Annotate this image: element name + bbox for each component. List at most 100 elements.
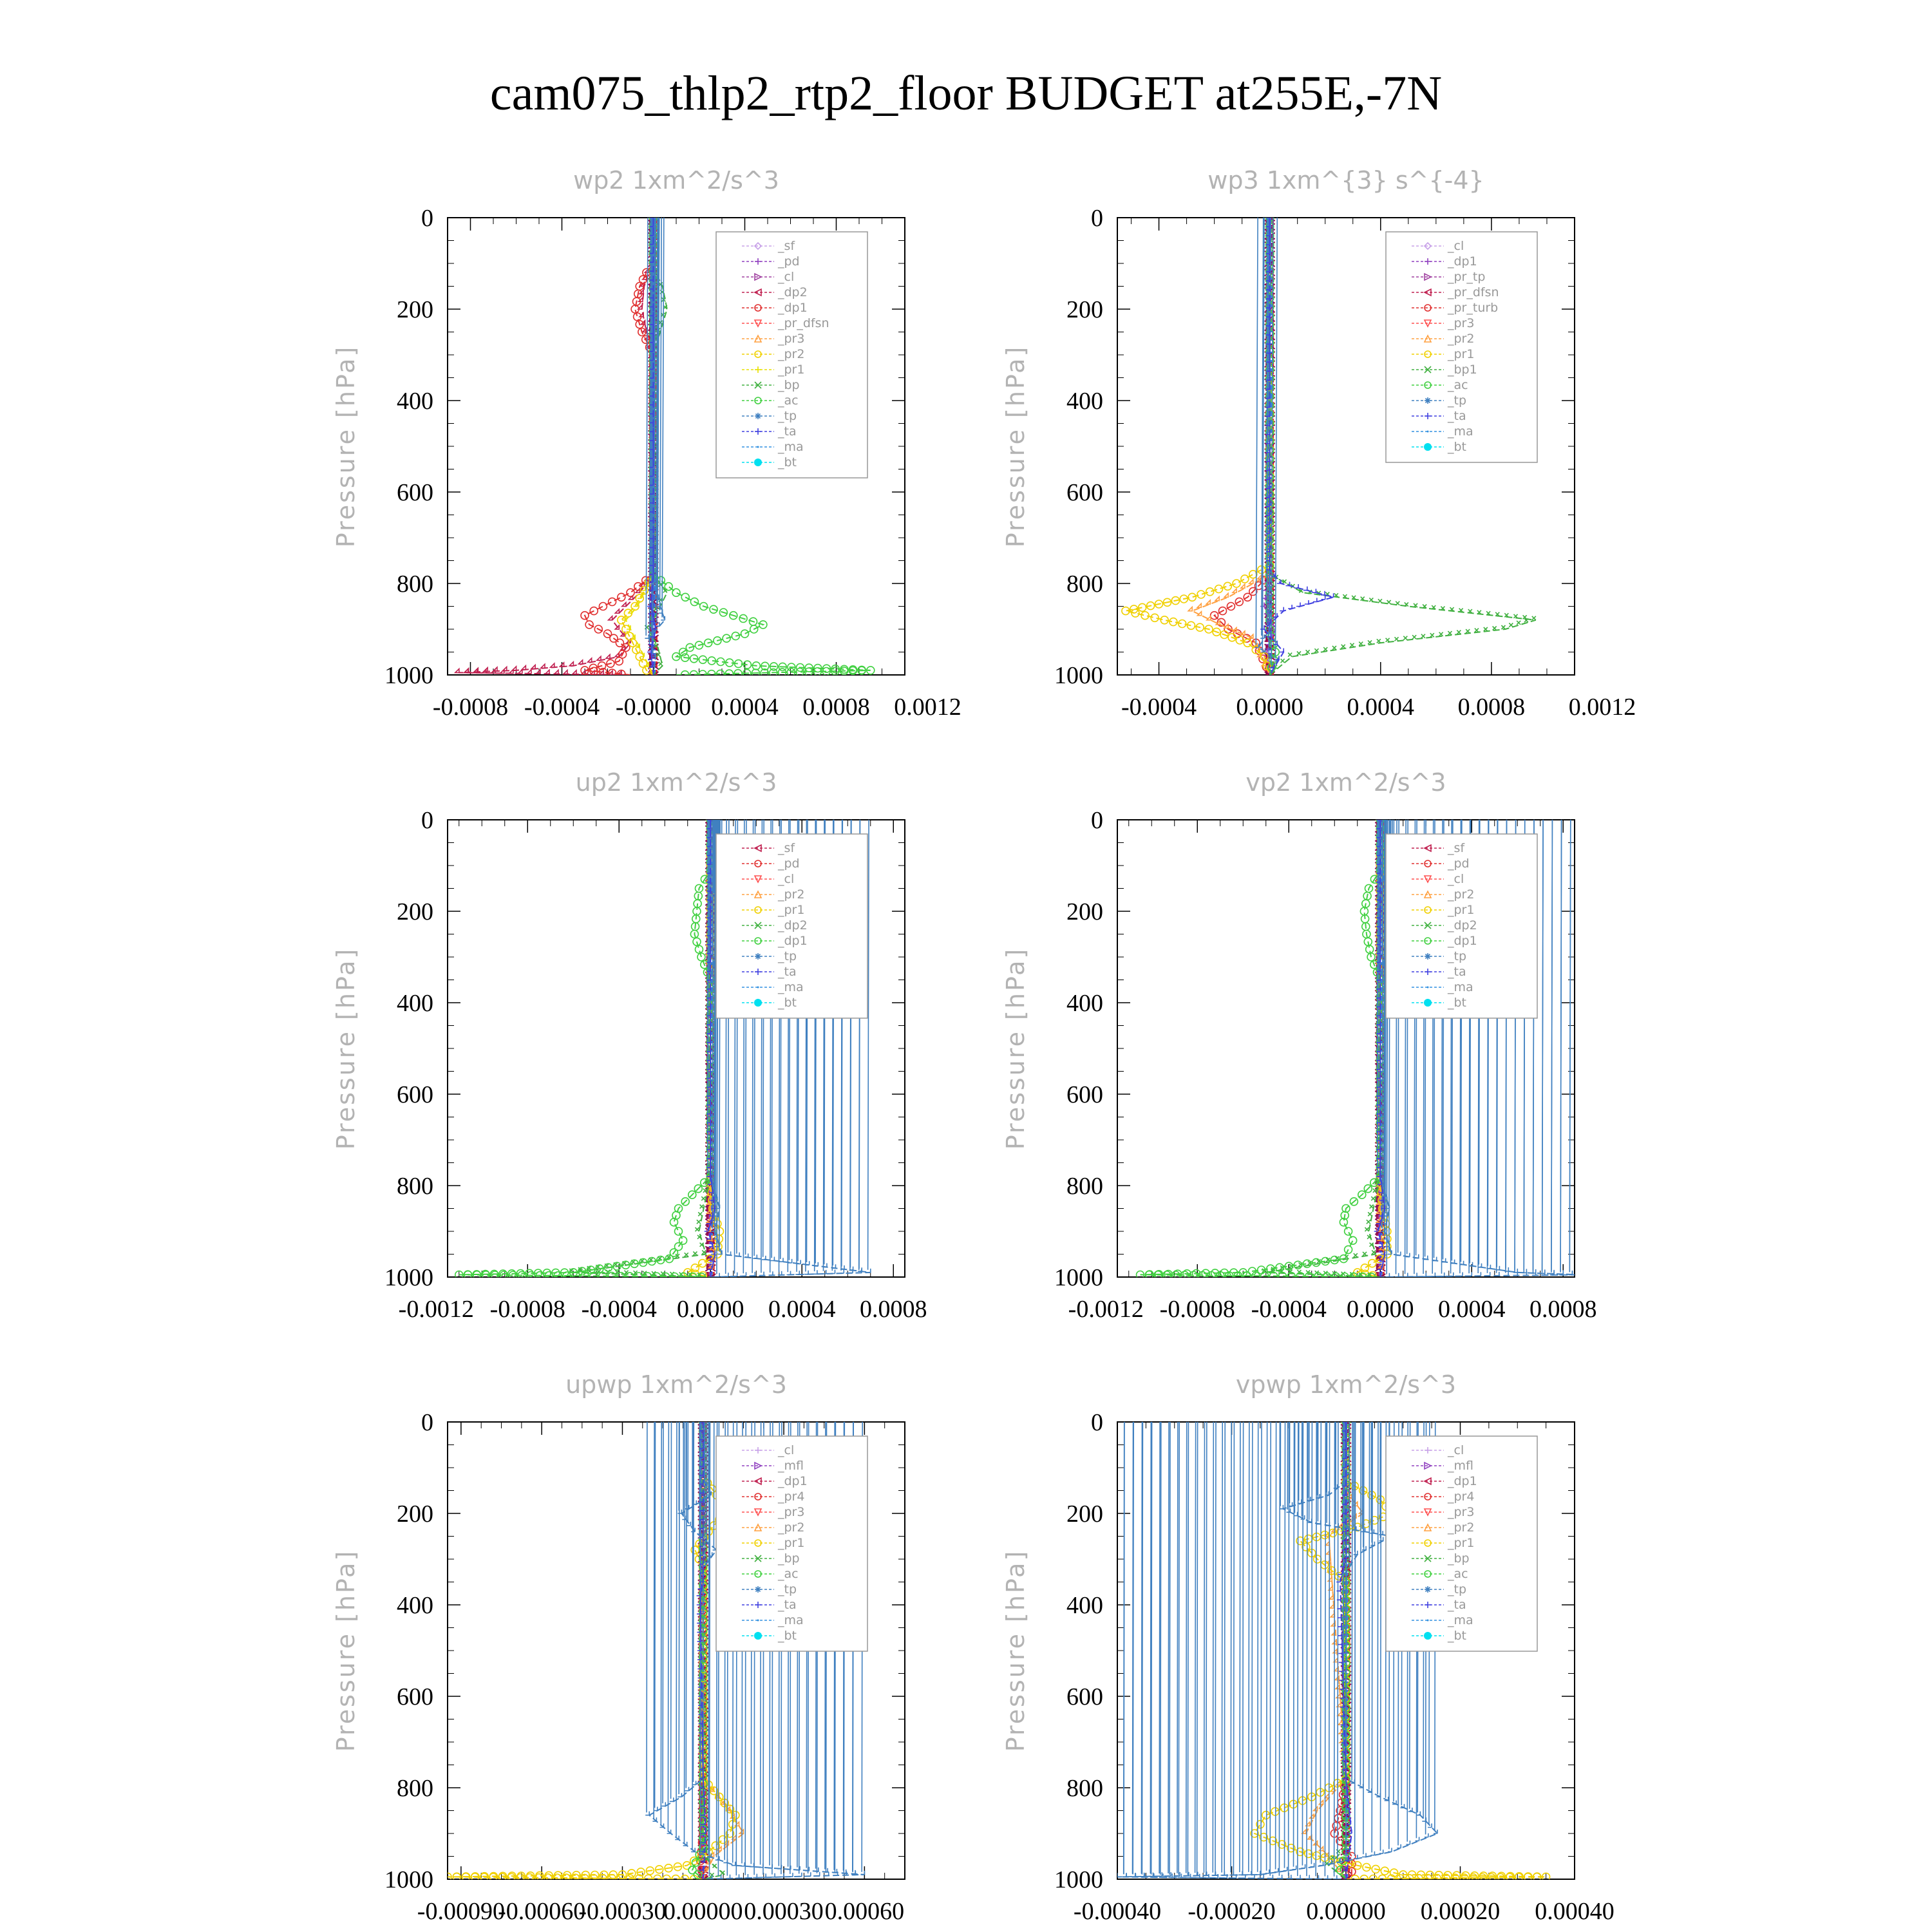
legend: _sf_pd_cl_dp2 _dp1_pr_dfsn _pr3_pr2 _pr1_bp…	[715, 231, 868, 478]
x-tick-label: -0.00040	[1074, 1898, 1161, 1925]
series-point	[641, 335, 650, 345]
series-point	[1376, 820, 1381, 1088]
series-point	[1449, 607, 1455, 612]
series-point	[1358, 1190, 1367, 1199]
legend-marker	[1425, 258, 1431, 265]
series-point	[1376, 833, 1381, 838]
series-point	[639, 281, 645, 287]
legend-entry: _ma	[742, 1613, 804, 1627]
legend-entry: _dp2	[1412, 918, 1477, 933]
series-point	[697, 1637, 702, 1642]
legend-label: _pr2	[777, 347, 804, 361]
series-point	[701, 1811, 706, 1816]
series-point	[699, 1866, 705, 1871]
series-ta	[647, 218, 657, 675]
series-point	[1340, 1703, 1345, 1708]
series-point	[699, 1765, 704, 1770]
series-point	[580, 666, 589, 675]
legend-marker	[1424, 1461, 1432, 1470]
series-point	[711, 1250, 716, 1255]
legend-label: _dp1	[1447, 934, 1477, 948]
series-point	[866, 666, 875, 675]
series-point	[1231, 626, 1237, 632]
series-point	[1251, 1271, 1260, 1277]
series-point	[627, 1869, 636, 1878]
series-point	[1378, 820, 1383, 973]
series-point	[1249, 569, 1258, 579]
series-point	[616, 1874, 625, 1879]
series-point	[1340, 1685, 1344, 1690]
legend-label: _pr1	[1447, 347, 1474, 361]
series-point	[1336, 1422, 1341, 1863]
series-point	[1141, 1422, 1146, 1878]
series-point	[1364, 1227, 1370, 1232]
y-tick-label: 1000	[384, 662, 433, 689]
series-point	[740, 629, 750, 638]
series-point	[1339, 1676, 1344, 1681]
series-point	[699, 1784, 705, 1788]
series-point	[1218, 606, 1227, 616]
series-point	[649, 499, 654, 504]
figure-title: cam075_thlp2_rtp2_floor BUDGET at255E,-7…	[490, 66, 1442, 120]
series-point	[691, 1422, 696, 1853]
series-point	[1376, 1146, 1381, 1151]
legend-label: _bt	[777, 996, 797, 1010]
x-tick-label: 0.00000	[1306, 1898, 1386, 1925]
x-tick-label: -0.0004	[1251, 1296, 1327, 1323]
series-point	[1376, 851, 1381, 857]
series-point	[647, 594, 652, 599]
series-point	[1351, 595, 1356, 600]
legend-label: _ta	[777, 965, 797, 979]
series-point	[1376, 869, 1381, 874]
series-point	[1297, 1422, 1302, 1504]
series-point	[1336, 1849, 1341, 1854]
series-point	[1167, 1422, 1171, 1877]
series-point	[1321, 591, 1325, 596]
series-point	[1312, 1258, 1321, 1267]
series-point	[696, 1219, 701, 1224]
series-point	[744, 1422, 749, 1879]
series-point	[1341, 644, 1346, 649]
series-point	[1341, 1730, 1345, 1735]
series-point	[1343, 1784, 1348, 1788]
series-point	[589, 663, 598, 673]
series-dp2	[1262, 820, 1381, 1277]
series-point	[562, 668, 568, 675]
series-point	[866, 820, 871, 1273]
series-point	[1280, 648, 1284, 653]
series-point	[616, 1271, 625, 1277]
series-point	[1235, 636, 1244, 645]
series-point	[649, 218, 654, 290]
legend-label: _ma	[1447, 424, 1473, 439]
legend-entry: _mfl	[742, 1459, 804, 1473]
series-point	[1376, 824, 1381, 829]
series-point	[822, 664, 831, 673]
series-point	[1396, 1874, 1405, 1879]
series-point	[700, 1793, 705, 1797]
y-tick-label: 400	[397, 1592, 433, 1619]
series-point	[1376, 896, 1381, 901]
zero-band-marker	[697, 1875, 709, 1879]
series-point	[1550, 820, 1555, 1276]
series-point	[1301, 1422, 1306, 1869]
series-point	[1265, 412, 1271, 417]
series-point	[1342, 1774, 1347, 1779]
series-point	[706, 1235, 712, 1240]
series-point	[694, 1184, 703, 1193]
series-point	[1269, 1271, 1278, 1277]
series-point	[1265, 218, 1271, 263]
series-point	[539, 663, 545, 669]
legend-marker	[1424, 1539, 1432, 1547]
series-point	[649, 410, 654, 415]
legend-label: _cl	[1447, 1443, 1464, 1457]
legend-label: _mfl	[777, 1459, 804, 1473]
series-point	[1146, 601, 1155, 611]
series-point	[535, 1271, 545, 1277]
series-point	[706, 914, 712, 919]
series-point	[639, 585, 649, 595]
series-point	[1171, 596, 1180, 605]
legend-marker	[754, 304, 762, 312]
series-point	[1211, 1422, 1217, 1876]
series-point	[735, 1422, 740, 1879]
series-point	[1195, 623, 1204, 632]
